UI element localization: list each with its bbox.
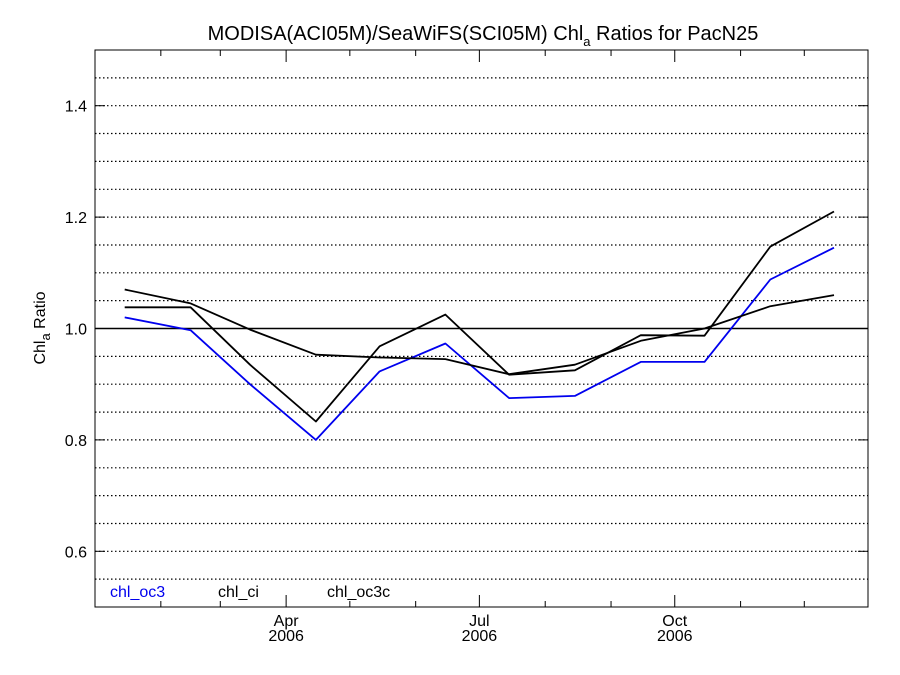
x-tick-sublabel: 2006 — [657, 628, 693, 645]
legend-item-chl-oc3: chl_oc3 — [110, 584, 165, 601]
legend-item-chl-ci: chl_ci — [218, 584, 259, 601]
x-tick-label: Apr — [274, 613, 300, 630]
x-tick-label: Jul — [469, 613, 489, 630]
series-line-chl-oc3c — [124, 210, 835, 423]
x-tick-sublabel: 2006 — [462, 628, 498, 645]
y-axis-label-subscript: a — [38, 333, 53, 341]
series-line-chl-oc3 — [124, 246, 835, 441]
y-tick-label: 1.2 — [65, 210, 87, 227]
y-tick-label: 0.6 — [65, 544, 87, 561]
y-axis-label-main: Chl — [32, 341, 49, 365]
chart-title-subscript: a — [583, 34, 591, 49]
y-axis-label-rest: Ratio — [32, 291, 49, 333]
series-group — [124, 210, 835, 441]
y-tick-label: 1.4 — [65, 99, 87, 116]
series-line-chl-ci — [124, 288, 835, 376]
x-tick-sublabel: 2006 — [268, 628, 304, 645]
chart-title: MODISA(ACI05M)/SeaWiFS(SCI05M) Chla Rati… — [208, 23, 759, 49]
grid-lines — [95, 77, 868, 580]
y-axis-label: Chla Ratio — [32, 291, 53, 364]
legend-item-chl-oc3c: chl_oc3c — [327, 584, 390, 601]
y-tick-label: 0.8 — [65, 433, 87, 450]
chart-title-main: MODISA(ACI05M)/SeaWiFS(SCI05M) Chl — [208, 23, 584, 45]
y-tick-label: 1.0 — [65, 322, 87, 339]
y-axis: 0.6 0.8 1.0 1.2 1.4 — [65, 99, 868, 561]
legend: chl_oc3 chl_ci chl_oc3c — [110, 584, 390, 601]
x-tick-label: Oct — [662, 613, 687, 630]
chart-title-rest: Ratios for PacN25 — [591, 23, 759, 45]
